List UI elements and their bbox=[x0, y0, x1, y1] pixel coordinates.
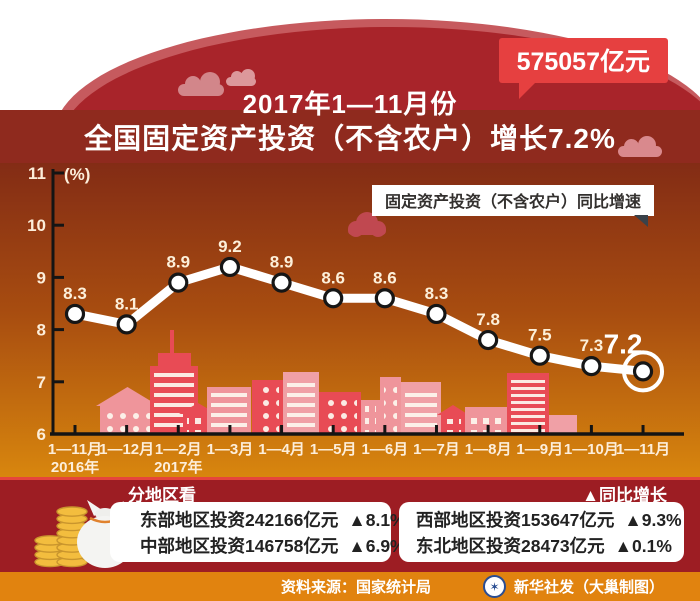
svg-text:7.8: 7.8 bbox=[476, 310, 500, 329]
svg-text:8: 8 bbox=[37, 321, 46, 340]
svg-text:7.2: 7.2 bbox=[604, 328, 643, 359]
svg-text:7: 7 bbox=[37, 373, 46, 392]
chart-title-line2: 全国固定资产投资（不含农户）增长7.2% bbox=[84, 123, 616, 154]
credit-text: 新华社发（大巢制图） bbox=[513, 579, 664, 596]
svg-text:1—2月: 1—2月 bbox=[155, 441, 202, 458]
region-row: 东部地区投资242166亿元 ▲8.1% bbox=[140, 507, 406, 533]
svg-text:1—5月: 1—5月 bbox=[310, 441, 357, 458]
svg-text:1—10月: 1—10月 bbox=[564, 441, 619, 458]
xinhua-logo-icon: ✶ bbox=[482, 575, 506, 598]
coin-stacks-icon bbox=[34, 506, 88, 568]
svg-text:1—12月: 1—12月 bbox=[99, 441, 154, 458]
svg-text:8.3: 8.3 bbox=[425, 284, 449, 303]
cloud-icon bbox=[226, 69, 256, 86]
region-change: ▲6.9% bbox=[348, 536, 406, 556]
cloud-icon bbox=[618, 136, 662, 157]
regions-heading-right: ▲同比增长 bbox=[582, 486, 667, 505]
svg-text:9.2: 9.2 bbox=[218, 237, 242, 256]
total-amount-text: 575057亿元 bbox=[516, 48, 650, 76]
svg-text:1—3月: 1—3月 bbox=[207, 441, 254, 458]
region-label: 西部地区投资153647亿元 bbox=[416, 510, 615, 530]
city-skyline bbox=[96, 212, 577, 435]
legend-box: 固定资产投资（不含农户）同比增速 bbox=[372, 185, 655, 227]
footer-bar: 资料来源：国家统计局 ✶ 新华社发（大巢制图） bbox=[0, 572, 700, 601]
svg-text:8.9: 8.9 bbox=[270, 253, 294, 272]
svg-text:8.1: 8.1 bbox=[115, 294, 139, 313]
svg-text:1—11月: 1—11月 bbox=[48, 441, 102, 458]
svg-text:11: 11 bbox=[28, 164, 46, 183]
regions-box-west-northeast: 西部地区投资153647亿元 ▲9.3% 东北地区投资28473亿元 ▲0.1% bbox=[399, 502, 684, 562]
legend-label: 固定资产投资（不含农户）同比增速 bbox=[385, 194, 642, 211]
svg-text:8.6: 8.6 bbox=[373, 268, 397, 287]
svg-text:1—8月: 1—8月 bbox=[465, 441, 512, 458]
regions-box-east-central: 东部地区投资242166亿元 ▲8.1% 中部地区投资146758亿元 ▲6.9… bbox=[110, 502, 406, 562]
region-row: 东北地区投资28473亿元 ▲0.1% bbox=[416, 533, 684, 559]
svg-text:1—9月: 1—9月 bbox=[516, 441, 563, 458]
svg-text:2016年: 2016年 bbox=[51, 458, 99, 476]
title-band bbox=[0, 110, 700, 163]
svg-text:7.3: 7.3 bbox=[580, 336, 604, 355]
region-row: 西部地区投资153647亿元 ▲9.3% bbox=[416, 507, 684, 533]
chart-series: 8.3 8.1 8.9 9.2 8.9 8.6 8.6 8.3 7.8 7.5 7.3 7.2 bbox=[63, 237, 665, 393]
total-amount-badge: 575057亿元 bbox=[498, 38, 668, 99]
regions-heading-left: 分地区看 bbox=[128, 486, 196, 505]
svg-text:7.5: 7.5 bbox=[528, 326, 552, 345]
svg-text:1—7月: 1—7月 bbox=[413, 441, 460, 458]
svg-text:1—11月: 1—11月 bbox=[616, 441, 670, 458]
region-label: 中部地区投资146758亿元 bbox=[140, 536, 339, 556]
region-change: ▲9.3% bbox=[624, 510, 682, 530]
data-source-text: 资料来源：国家统计局 bbox=[280, 579, 431, 596]
svg-text:10: 10 bbox=[27, 216, 46, 235]
region-change: ▲8.1% bbox=[348, 510, 406, 530]
svg-text:(%): (%) bbox=[64, 165, 90, 184]
svg-text:6: 6 bbox=[37, 425, 46, 444]
badge-tail bbox=[518, 82, 536, 99]
svg-text:8.6: 8.6 bbox=[321, 268, 345, 287]
svg-text:2017年: 2017年 bbox=[154, 458, 202, 476]
region-label: 东部地区投资242166亿元 bbox=[140, 510, 339, 530]
chart-title-line1: 2017年1—11月份 bbox=[242, 89, 458, 119]
region-label: 东北地区投资28473亿元 bbox=[416, 536, 605, 556]
cloud-icon bbox=[178, 72, 224, 96]
svg-text:8.9: 8.9 bbox=[166, 253, 190, 272]
region-change: ▲0.1% bbox=[614, 536, 672, 556]
svg-text:1—6月: 1—6月 bbox=[361, 441, 408, 458]
svg-text:9: 9 bbox=[37, 268, 46, 287]
svg-text:8.3: 8.3 bbox=[63, 284, 87, 303]
legend-fold-icon bbox=[634, 215, 649, 227]
svg-text:1—4月: 1—4月 bbox=[258, 441, 305, 458]
region-row: 中部地区投资146758亿元 ▲6.9% bbox=[140, 533, 406, 559]
